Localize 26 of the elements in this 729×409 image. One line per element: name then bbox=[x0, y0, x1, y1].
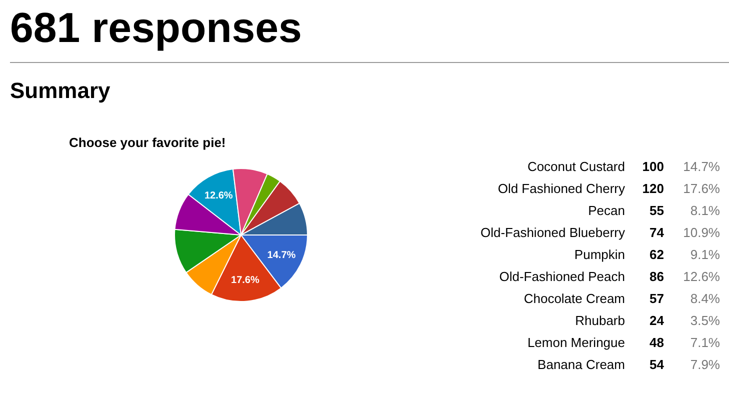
category-label: Old-Fashioned Peach bbox=[498, 268, 625, 286]
category-label: Chocolate Cream bbox=[522, 290, 625, 308]
category-label: Rhubarb bbox=[574, 312, 625, 330]
data-label: 86 bbox=[648, 268, 664, 286]
data-label: 57 bbox=[648, 290, 664, 308]
data-label: 120 bbox=[641, 180, 664, 198]
data-label: 100 bbox=[641, 158, 664, 176]
data-label: 55 bbox=[648, 202, 664, 220]
data-label: 12.6% bbox=[204, 190, 233, 202]
chart-title: Choose your favorite pie! bbox=[69, 135, 226, 150]
data-label: 17.6% bbox=[231, 274, 260, 286]
category-label: Old Fashioned Cherry bbox=[496, 180, 625, 198]
category-label: Coconut Custard bbox=[526, 158, 625, 176]
data-label: 24 bbox=[648, 312, 664, 330]
category-label: Old-Fashioned Blueberry bbox=[480, 224, 625, 242]
data-label: 54 bbox=[648, 356, 664, 374]
category-label: Pecan bbox=[587, 202, 625, 220]
text: 681 responses bbox=[10, 4, 302, 51]
category-label: Banana Cream bbox=[536, 356, 625, 374]
category-label: Lemon Meringue bbox=[526, 334, 625, 352]
category-label: Pumpkin bbox=[573, 246, 625, 264]
data-label: 62 bbox=[648, 246, 664, 264]
data-label: 14.7% bbox=[267, 250, 296, 261]
data-label: 48 bbox=[648, 334, 664, 352]
data-label: 74 bbox=[648, 224, 664, 242]
text: Summary bbox=[10, 78, 110, 103]
